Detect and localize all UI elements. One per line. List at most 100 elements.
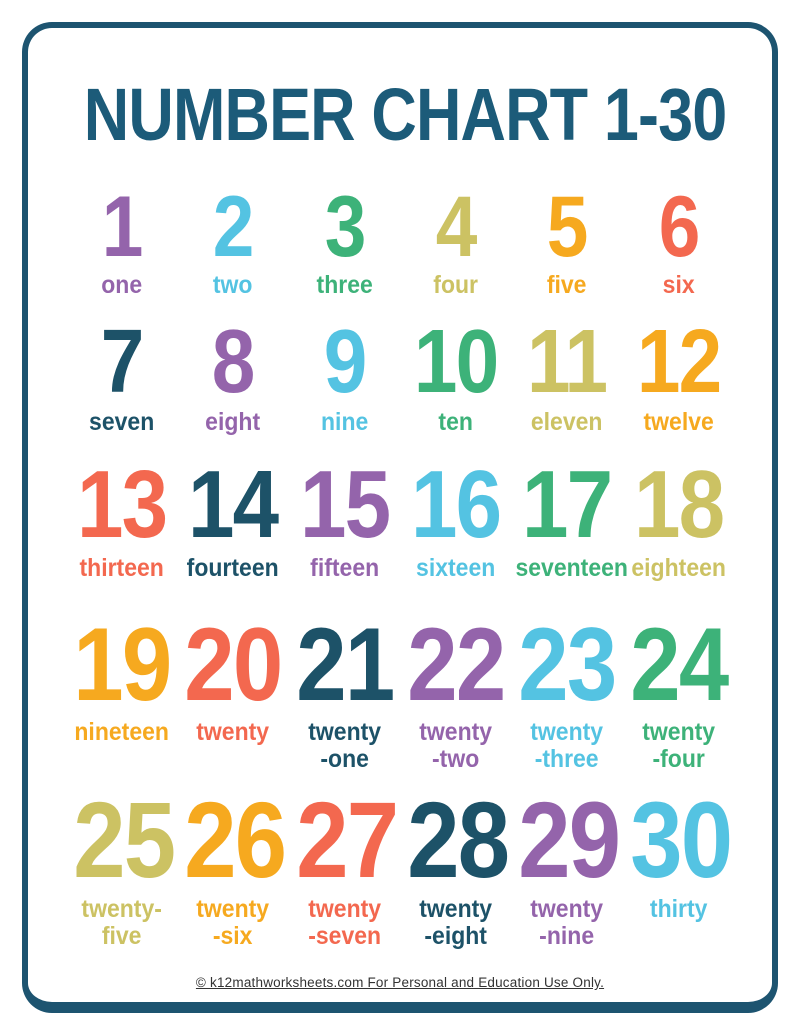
number-cell: 28 twenty -eight bbox=[400, 786, 511, 950]
number-word: thirty bbox=[649, 895, 708, 923]
number-numeral: 22 bbox=[407, 607, 506, 723]
number-numeral: 30 bbox=[629, 779, 733, 900]
number-numeral: 9 bbox=[323, 312, 367, 412]
number-numeral: 21 bbox=[295, 607, 395, 723]
number-cell: 18 eighteen bbox=[623, 457, 734, 582]
number-grid: 1 one 2 two 3 three 4 four 5 five 6 six … bbox=[66, 184, 734, 950]
number-numeral: 15 bbox=[299, 451, 391, 558]
number-word: six bbox=[662, 271, 695, 299]
number-row: 25 twenty- five 26 twenty -six 27 twenty… bbox=[66, 786, 734, 950]
number-cell: 10 ten bbox=[400, 317, 511, 436]
number-numeral: 1 bbox=[101, 179, 144, 275]
number-word: seventeen bbox=[515, 554, 629, 582]
number-cell: 17 seventeen bbox=[511, 451, 629, 582]
number-word: fifteen bbox=[309, 554, 379, 582]
number-word: five bbox=[547, 271, 587, 299]
number-word: twenty -two bbox=[419, 718, 493, 773]
copyright-footer: © k12mathworksheets.com For Personal and… bbox=[28, 974, 772, 992]
number-numeral: 28 bbox=[407, 779, 510, 900]
number-word: twelve bbox=[643, 408, 714, 436]
number-word: twenty -three bbox=[530, 718, 604, 773]
number-cell: 25 twenty- five bbox=[66, 786, 177, 950]
number-word: seven bbox=[89, 408, 155, 436]
number-cell: 27 twenty -seven bbox=[289, 786, 400, 950]
number-numeral: 13 bbox=[76, 451, 168, 558]
number-numeral: 16 bbox=[410, 451, 502, 558]
number-word: sixteen bbox=[416, 554, 496, 582]
number-numeral: 24 bbox=[629, 607, 729, 723]
number-word: twenty -eight bbox=[419, 895, 493, 950]
number-cell: 11 eleven bbox=[511, 317, 622, 436]
number-numeral: 7 bbox=[100, 312, 145, 412]
number-word: twenty bbox=[196, 718, 270, 746]
number-numeral: 4 bbox=[435, 179, 478, 275]
number-cell: 24 twenty -four bbox=[623, 613, 734, 773]
number-numeral: 14 bbox=[188, 451, 279, 558]
number-numeral: 8 bbox=[212, 312, 256, 412]
number-cell: 16 sixteen bbox=[400, 457, 511, 582]
number-word: twenty -nine bbox=[530, 895, 604, 950]
number-word: eight bbox=[205, 408, 261, 436]
copyright-link[interactable]: © k12mathworksheets.com For Personal and… bbox=[195, 975, 605, 990]
number-cell: 23 twenty -three bbox=[511, 613, 622, 773]
number-numeral: 11 bbox=[527, 312, 608, 412]
number-word: nine bbox=[320, 408, 368, 436]
number-word: twenty -four bbox=[641, 718, 715, 773]
number-row: 1 one 2 two 3 three 4 four 5 five 6 six bbox=[66, 184, 734, 299]
number-word: twenty -one bbox=[307, 718, 381, 773]
number-word: twenty -six bbox=[196, 895, 270, 950]
number-numeral: 17 bbox=[522, 451, 613, 558]
number-numeral: 19 bbox=[73, 607, 172, 723]
number-word: eleven bbox=[531, 408, 603, 436]
number-numeral: 10 bbox=[413, 312, 499, 412]
number-word: four bbox=[433, 271, 479, 299]
number-cell: 8 eight bbox=[177, 317, 288, 436]
number-cell: 12 twelve bbox=[623, 317, 734, 436]
number-cell: 2 two bbox=[177, 184, 288, 299]
number-row: 7 seven 8 eight 9 nine 10 ten 11 eleven … bbox=[66, 317, 734, 436]
number-numeral: 26 bbox=[184, 779, 288, 900]
number-numeral: 23 bbox=[518, 607, 618, 723]
number-word: one bbox=[101, 271, 143, 299]
number-cell: 22 twenty -two bbox=[400, 613, 511, 773]
number-word: fourteen bbox=[186, 554, 279, 582]
number-cell: 26 twenty -six bbox=[177, 786, 288, 950]
number-numeral: 20 bbox=[184, 607, 284, 723]
number-cell: 7 seven bbox=[66, 317, 177, 436]
number-cell: 20 twenty bbox=[177, 613, 288, 773]
number-numeral: 3 bbox=[324, 179, 366, 275]
number-word: ten bbox=[438, 408, 473, 436]
number-word: eighteen bbox=[631, 554, 726, 582]
number-numeral: 2 bbox=[213, 179, 255, 275]
number-word: thirteen bbox=[79, 554, 164, 582]
number-cell: 6 six bbox=[623, 184, 734, 299]
number-cell: 1 one bbox=[66, 184, 177, 299]
number-word: twenty- five bbox=[81, 895, 162, 950]
number-numeral: 12 bbox=[636, 312, 721, 412]
number-cell: 5 five bbox=[511, 184, 622, 299]
number-word: nineteen bbox=[74, 718, 169, 746]
number-cell: 30 thirty bbox=[623, 786, 734, 950]
page-title: NUMBER CHART 1-30 bbox=[83, 73, 727, 156]
number-numeral: 27 bbox=[295, 779, 399, 900]
number-cell: 29 twenty -nine bbox=[511, 786, 622, 950]
number-numeral: 25 bbox=[73, 779, 176, 900]
number-cell: 15 fifteen bbox=[289, 457, 400, 582]
number-row: 19 nineteen 20 twenty 21 twenty -one 22 … bbox=[66, 613, 734, 773]
number-cell: 3 three bbox=[289, 184, 400, 299]
number-word: two bbox=[213, 271, 253, 299]
number-cell: 19 nineteen bbox=[66, 613, 177, 773]
number-cell: 21 twenty -one bbox=[289, 613, 400, 773]
number-numeral: 6 bbox=[658, 179, 700, 275]
number-numeral: 29 bbox=[518, 779, 622, 900]
number-numeral: 5 bbox=[547, 179, 589, 275]
number-word: three bbox=[316, 271, 373, 299]
number-cell: 4 four bbox=[400, 184, 511, 299]
number-word: twenty -seven bbox=[307, 895, 381, 950]
number-cell: 13 thirteen bbox=[66, 457, 177, 582]
number-row: 13 thirteen 14 fourteen 15 fifteen 16 si… bbox=[66, 457, 734, 582]
number-cell: 14 fourteen bbox=[177, 457, 288, 582]
number-cell: 9 nine bbox=[289, 317, 400, 436]
page-border-frame: NUMBER CHART 1-30 1 one 2 two 3 three 4 … bbox=[22, 22, 778, 1013]
number-numeral: 18 bbox=[633, 451, 725, 558]
